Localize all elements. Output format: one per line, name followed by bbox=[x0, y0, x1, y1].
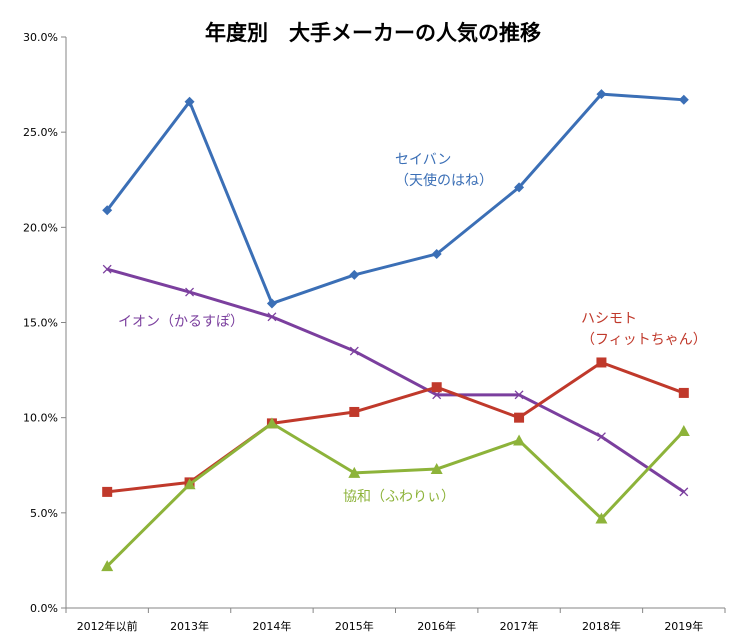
x-marker-stroke bbox=[185, 287, 195, 297]
data-point-x bbox=[679, 487, 689, 497]
data-point-x bbox=[514, 390, 524, 400]
x-tick-label: 2013年 bbox=[170, 619, 209, 633]
data-point-diamond bbox=[514, 182, 525, 193]
data-point-square bbox=[102, 486, 113, 497]
data-point-square bbox=[349, 406, 360, 417]
series-label: ハシモト （フィットちゃん） bbox=[581, 311, 707, 348]
series-layer bbox=[101, 89, 690, 572]
series-square bbox=[102, 357, 689, 497]
y-tick-label: 0.0% bbox=[30, 602, 58, 615]
data-point-triangle bbox=[513, 434, 526, 446]
series-line bbox=[106, 421, 685, 568]
y-tick-label: 30.0% bbox=[23, 31, 58, 44]
x-marker-stroke bbox=[267, 312, 277, 322]
series-label-line: ハシモト bbox=[581, 311, 637, 327]
data-point-diamond bbox=[431, 248, 442, 259]
data-point-square bbox=[678, 387, 689, 398]
data-point-triangle bbox=[430, 463, 443, 475]
series-labels: セイバン （天使のはね） イオン（かるすぽ） ハシモト （フィットちゃん） 協和（ふわりぃ… bbox=[118, 152, 707, 505]
series-line bbox=[105, 92, 684, 305]
x-tick-label: 2012年以前 bbox=[77, 619, 138, 633]
data-point-triangle bbox=[595, 512, 608, 524]
data-point-x bbox=[185, 287, 195, 297]
data-point-diamond bbox=[102, 205, 113, 216]
series-label: 協和（ふわりぃ） bbox=[343, 489, 455, 505]
data-point-triangle bbox=[101, 560, 114, 572]
series-label-line: 協和（ふわりぃ） bbox=[343, 489, 455, 505]
data-point-square bbox=[596, 357, 607, 368]
data-point-triangle bbox=[265, 417, 278, 429]
data-point-triangle bbox=[183, 478, 196, 490]
x-marker-stroke bbox=[679, 487, 689, 497]
data-point-triangle bbox=[348, 466, 361, 478]
y-tick-label: 10.0% bbox=[23, 412, 58, 425]
data-point-square bbox=[431, 382, 442, 393]
x-tick-label: 2017年 bbox=[500, 619, 539, 633]
data-point-x bbox=[267, 312, 277, 322]
series-x bbox=[102, 264, 689, 497]
data-point-triangle bbox=[677, 424, 690, 436]
series-line bbox=[107, 360, 685, 494]
y-tick-label: 25.0% bbox=[23, 126, 58, 139]
data-point-diamond bbox=[266, 298, 277, 309]
series-label: セイバン （天使のはね） bbox=[395, 152, 493, 189]
series-label-line: （フィットちゃん） bbox=[581, 332, 707, 348]
data-point-square bbox=[514, 412, 525, 423]
series-label-line: （天使のはね） bbox=[395, 172, 493, 189]
y-tick-label: 5.0% bbox=[30, 507, 58, 520]
data-point-diamond bbox=[184, 96, 195, 107]
x-tick-label: 2014年 bbox=[252, 619, 291, 633]
data-point-diamond bbox=[678, 94, 689, 105]
series-triangle bbox=[101, 417, 690, 572]
series-label: イオン（かるすぽ） bbox=[118, 314, 244, 330]
data-point-x bbox=[349, 346, 359, 356]
x-marker-stroke bbox=[349, 346, 359, 356]
x-marker-stroke bbox=[596, 432, 606, 442]
axes: 0.0% 5.0% 10.0% 15.0% 20.0% 25.0% 30.0% 2012年以前… bbox=[23, 31, 726, 633]
y-tick-label: 15.0% bbox=[23, 317, 58, 330]
x-tick-label: 2016年 bbox=[417, 619, 456, 633]
y-tick-label: 20.0% bbox=[23, 221, 58, 234]
series-label-line: イオン（かるすぽ） bbox=[118, 314, 244, 330]
series-line bbox=[106, 267, 685, 494]
series-diamond bbox=[102, 89, 689, 309]
data-point-x bbox=[596, 432, 606, 442]
x-tick-label: 2018年 bbox=[582, 619, 621, 633]
data-point-x bbox=[102, 264, 112, 274]
x-tick-label: 2019年 bbox=[664, 619, 703, 633]
series-label-line: セイバン bbox=[395, 152, 451, 168]
data-point-diamond bbox=[349, 269, 360, 280]
x-tick-label: 2015年 bbox=[335, 619, 374, 633]
x-marker-stroke bbox=[514, 390, 524, 400]
chart-title: 年度別 大手メーカーの人気の推移 bbox=[205, 21, 541, 45]
data-point-diamond bbox=[596, 89, 607, 100]
x-marker-stroke bbox=[102, 264, 112, 274]
